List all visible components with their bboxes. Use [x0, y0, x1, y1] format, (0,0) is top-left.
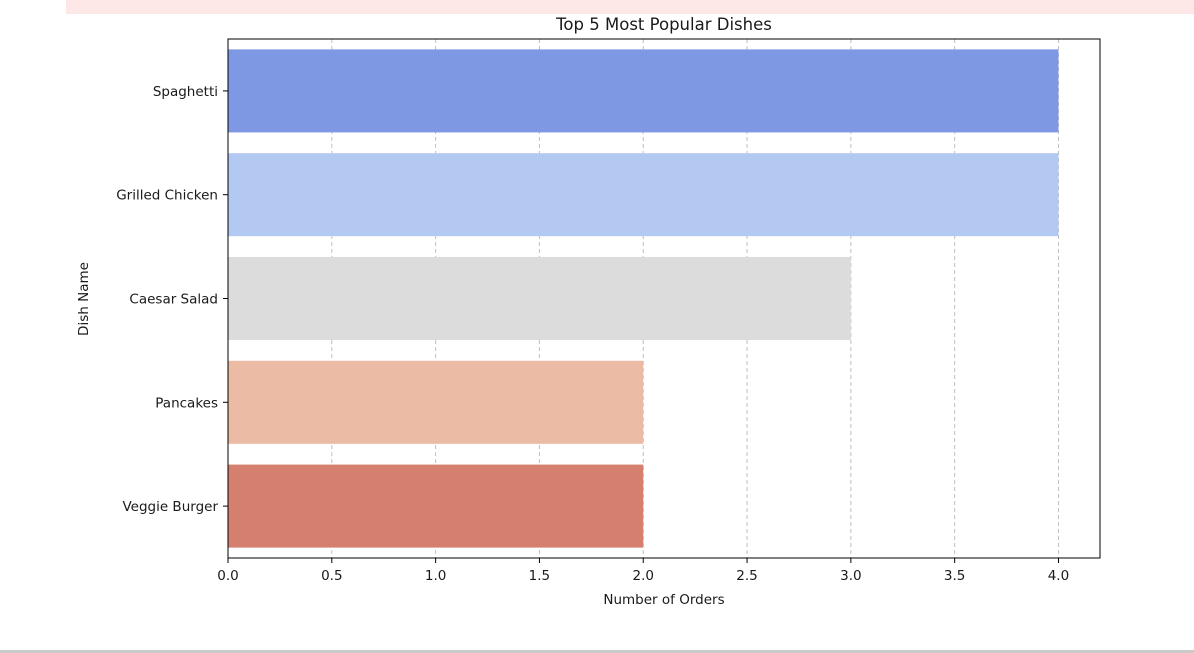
x-tick-label: 0.5 [321, 568, 342, 584]
x-tick-label: 4.0 [1048, 568, 1069, 584]
x-tick-label: 2.5 [736, 568, 757, 584]
y-category-label: Spaghetti [153, 84, 218, 100]
bars [228, 49, 1059, 548]
x-tick-label: 1.5 [529, 568, 550, 584]
y-category-label: Veggie Burger [122, 499, 218, 515]
x-tick-label: 2.0 [632, 568, 653, 584]
bar-grilled-chicken [228, 153, 1059, 237]
y-axis-title: Dish Name [76, 262, 92, 336]
y-category-label: Pancakes [155, 395, 218, 411]
x-axis-ticks: 0.0 0.5 1.0 1.5 2.0 2.5 3.0 3.5 4.0 [217, 558, 1069, 584]
x-tick-label: 0.0 [217, 568, 238, 584]
y-category-label: Grilled Chicken [116, 188, 218, 204]
stderr-band [66, 0, 1194, 14]
bar-spaghetti [228, 49, 1059, 133]
x-tick-label: 3.5 [944, 568, 965, 584]
bar-pancakes [228, 360, 644, 444]
x-tick-label: 1.0 [425, 568, 446, 584]
y-axis-ticks: Spaghetti Grilled Chicken Caesar Salad Panc… [116, 84, 228, 515]
cell-bottom-divider [0, 650, 1194, 653]
x-axis-title: Number of Orders [603, 592, 724, 608]
chart-title: Top 5 Most Popular Dishes [555, 15, 772, 34]
x-tick-label: 3.0 [840, 568, 861, 584]
bar-veggie-burger [228, 464, 644, 548]
y-category-label: Caesar Salad [129, 292, 218, 308]
bar-caesar-salad [228, 256, 851, 341]
